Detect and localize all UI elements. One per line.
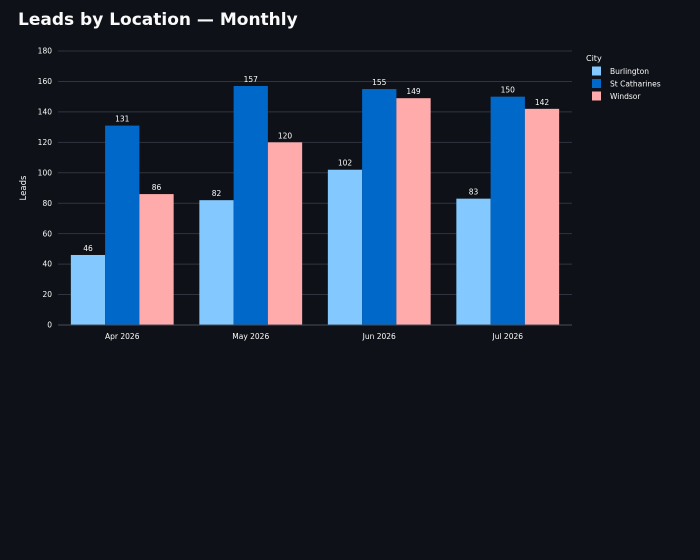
bar-windsor-3[interactable] [524,108,560,325]
legend-swatch [592,91,601,101]
bars [70,86,560,326]
bar-burlington-0[interactable] [70,254,106,325]
legend-swatch [592,79,601,88]
bar-value-label: 150 [501,86,516,95]
y-tick-label: 80 [42,199,52,208]
bar-value-label: 149 [406,87,421,96]
x-axis-ticks: Apr 2026 May 2026 Jun 2026 Jul 2026 [105,332,523,341]
legend-label: Burlington [610,67,649,76]
bar-value-label: 86 [152,183,162,192]
bar-value-label: 157 [244,75,259,84]
legend-item-windsor[interactable]: Windsor [592,91,641,102]
page-title: Leads by Location — Monthly [18,10,298,30]
bar-st-catharines-2[interactable] [362,89,397,325]
bar-windsor-1[interactable] [267,142,303,325]
bar-value-label: 46 [83,244,93,253]
y-tick-label: 160 [38,77,53,86]
bar-value-label: 82 [212,189,222,198]
legend-title: City [586,54,602,63]
bar-burlington-3[interactable] [456,198,491,325]
bar-windsor-0[interactable] [139,194,174,325]
y-tick-label: 40 [42,260,52,269]
bar-value-label: 120 [278,131,293,140]
bar-st-catharines-0[interactable] [105,125,140,325]
bar-burlington-2[interactable] [327,169,363,325]
bar-labels: 46 131 86 82 157 120 102 155 149 83 150 142 [83,75,549,253]
bar-st-catharines-3[interactable] [490,96,525,326]
y-tick-label: 60 [42,229,52,238]
bar-st-catharines-1[interactable] [233,86,268,325]
y-tick-label: 120 [38,138,53,147]
legend-item-burlington[interactable]: Burlington [592,66,649,77]
legend-label: Windsor [610,92,641,101]
y-tick-label: 20 [42,290,52,299]
x-tick-label: May 2026 [232,332,269,341]
bar-value-label: 102 [338,159,353,168]
legend-swatch [592,66,601,76]
y-tick-label: 140 [38,107,53,116]
bar-windsor-2[interactable] [396,98,431,325]
bar-value-label: 155 [372,78,387,87]
y-axis-ticks: 0 20 40 60 80 100 120 140 160 180 [38,47,53,330]
x-tick-label: Jun 2026 [362,332,396,341]
x-tick-label: Apr 2026 [105,332,140,341]
y-axis-title: Leads [19,175,29,200]
bar-value-label: 131 [115,115,130,124]
y-tick-label: 100 [38,168,53,177]
legend[interactable]: City Burlington St Catharines Windsor [586,54,661,101]
legend-label: St Catharines [610,80,661,89]
legend-items[interactable]: Burlington St Catharines Windsor [592,66,661,102]
bar-value-label: 83 [469,188,479,197]
bar-value-label: 142 [535,98,550,107]
x-tick-label: Jul 2026 [491,332,523,341]
y-tick-label: 180 [38,47,53,56]
bar-burlington-1[interactable] [199,200,234,325]
legend-item-st-catharines[interactable]: St Catharines [592,79,661,89]
y-tick-label: 0 [47,321,52,330]
